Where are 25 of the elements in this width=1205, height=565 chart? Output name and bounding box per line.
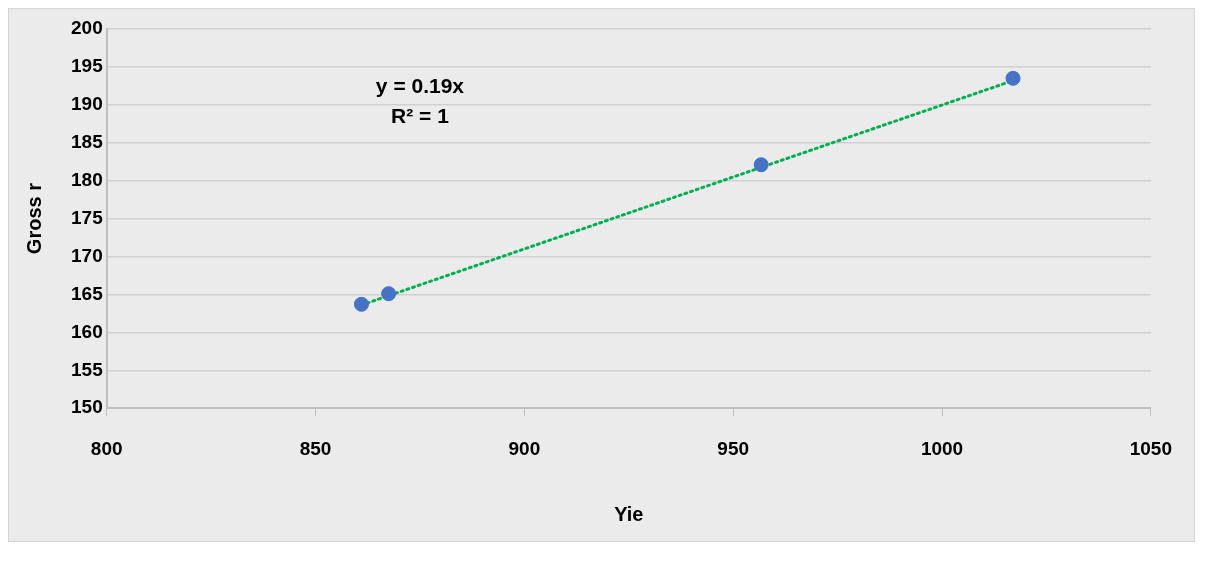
- y-tick-label: 185: [71, 130, 104, 152]
- y-tick-label: 160: [71, 320, 103, 342]
- x-tick-label: 900: [508, 437, 541, 459]
- x-tick-label: 950: [717, 437, 750, 459]
- x-axis-title: Yie: [614, 502, 644, 525]
- point: [753, 157, 769, 173]
- y-tick-label: 150: [71, 396, 103, 418]
- y-axis-title: Gross r: [22, 182, 45, 255]
- y-tick-label: 175: [71, 206, 104, 228]
- point: [381, 286, 397, 302]
- y-tick-label: 195: [71, 55, 104, 77]
- x-tick-label: 850: [299, 437, 332, 459]
- point: [1005, 70, 1021, 86]
- y-tick-label: 190: [71, 93, 103, 115]
- y-tick-label: 165: [71, 282, 104, 304]
- x-tick-label: 1050: [1129, 437, 1173, 459]
- y-tick-label: 180: [71, 168, 103, 190]
- y-tick-label: 155: [71, 358, 104, 380]
- y-tick-label: 200: [71, 17, 103, 39]
- point: [353, 296, 369, 312]
- x-tick-label: 800: [90, 437, 123, 459]
- y-tick-label: 170: [71, 244, 103, 266]
- annotation: R² = 1: [391, 103, 450, 127]
- x-tick-label: 1000: [920, 437, 964, 459]
- annotation: y = 0.19x: [375, 73, 465, 97]
